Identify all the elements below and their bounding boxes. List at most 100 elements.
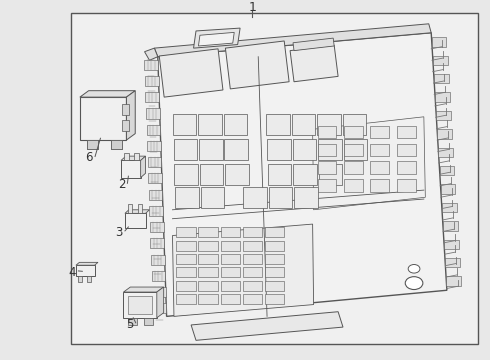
Polygon shape	[80, 97, 126, 140]
Polygon shape	[151, 255, 165, 265]
Polygon shape	[441, 184, 455, 194]
Polygon shape	[121, 156, 146, 161]
Polygon shape	[173, 139, 197, 160]
Polygon shape	[149, 206, 163, 216]
Polygon shape	[220, 240, 240, 251]
Polygon shape	[344, 179, 363, 192]
Polygon shape	[397, 144, 416, 156]
Polygon shape	[344, 162, 363, 174]
Polygon shape	[176, 294, 196, 304]
Polygon shape	[128, 318, 137, 325]
Polygon shape	[397, 179, 416, 192]
Polygon shape	[265, 254, 284, 264]
Polygon shape	[176, 281, 196, 291]
Polygon shape	[318, 139, 342, 160]
Polygon shape	[318, 179, 336, 192]
Polygon shape	[80, 91, 135, 97]
Polygon shape	[154, 24, 431, 57]
Polygon shape	[157, 287, 164, 318]
Polygon shape	[370, 126, 389, 138]
Text: 2: 2	[118, 178, 125, 191]
Polygon shape	[435, 93, 450, 102]
Polygon shape	[439, 148, 453, 157]
Polygon shape	[198, 227, 218, 237]
Polygon shape	[397, 126, 416, 138]
Polygon shape	[87, 140, 98, 149]
Polygon shape	[78, 276, 82, 282]
Polygon shape	[268, 164, 292, 185]
Circle shape	[408, 265, 420, 273]
Polygon shape	[434, 74, 449, 84]
Polygon shape	[145, 60, 158, 70]
Polygon shape	[444, 240, 459, 249]
Polygon shape	[147, 125, 160, 135]
Polygon shape	[176, 240, 196, 251]
Polygon shape	[243, 227, 262, 237]
Polygon shape	[200, 187, 224, 208]
Text: 3: 3	[115, 226, 123, 239]
Polygon shape	[151, 271, 165, 281]
Polygon shape	[176, 254, 196, 264]
Polygon shape	[438, 129, 452, 139]
Polygon shape	[138, 204, 142, 213]
Polygon shape	[243, 294, 262, 304]
Polygon shape	[436, 111, 451, 120]
Polygon shape	[175, 187, 198, 208]
Polygon shape	[158, 33, 447, 316]
Polygon shape	[433, 56, 447, 65]
Polygon shape	[344, 144, 363, 156]
Bar	[71, 13, 478, 344]
Polygon shape	[145, 76, 159, 86]
Polygon shape	[144, 318, 153, 325]
Polygon shape	[146, 92, 159, 102]
Text: 1: 1	[248, 1, 256, 14]
Polygon shape	[243, 240, 262, 251]
Polygon shape	[198, 281, 218, 291]
Polygon shape	[122, 120, 129, 131]
Polygon shape	[126, 91, 135, 140]
Polygon shape	[290, 45, 338, 82]
Polygon shape	[265, 267, 284, 278]
Polygon shape	[198, 240, 218, 251]
Text: 4: 4	[69, 266, 76, 279]
Polygon shape	[124, 153, 129, 161]
Polygon shape	[87, 140, 98, 149]
Polygon shape	[220, 294, 240, 304]
Polygon shape	[243, 281, 262, 291]
Polygon shape	[220, 267, 240, 278]
Polygon shape	[172, 224, 314, 316]
Polygon shape	[220, 254, 240, 264]
Polygon shape	[198, 114, 221, 135]
Polygon shape	[432, 37, 446, 46]
Polygon shape	[147, 157, 161, 167]
Polygon shape	[141, 156, 146, 177]
Polygon shape	[313, 117, 425, 210]
Polygon shape	[223, 114, 247, 135]
Polygon shape	[149, 190, 163, 200]
Polygon shape	[294, 164, 317, 185]
Polygon shape	[122, 104, 129, 115]
Polygon shape	[292, 114, 315, 135]
Polygon shape	[172, 114, 196, 135]
Polygon shape	[344, 126, 363, 138]
Polygon shape	[150, 238, 164, 248]
Polygon shape	[266, 114, 290, 135]
Polygon shape	[370, 162, 389, 174]
Polygon shape	[121, 161, 141, 177]
Polygon shape	[198, 32, 234, 46]
Polygon shape	[147, 141, 161, 151]
Polygon shape	[220, 281, 240, 291]
Polygon shape	[318, 162, 336, 174]
Polygon shape	[269, 187, 292, 208]
Polygon shape	[199, 139, 222, 160]
Polygon shape	[318, 144, 336, 156]
Polygon shape	[265, 227, 284, 237]
Polygon shape	[125, 210, 149, 213]
Polygon shape	[76, 262, 98, 265]
Polygon shape	[174, 164, 198, 185]
Polygon shape	[128, 204, 132, 213]
Polygon shape	[265, 294, 284, 304]
Polygon shape	[317, 114, 341, 135]
Polygon shape	[194, 28, 240, 48]
Polygon shape	[198, 267, 218, 278]
